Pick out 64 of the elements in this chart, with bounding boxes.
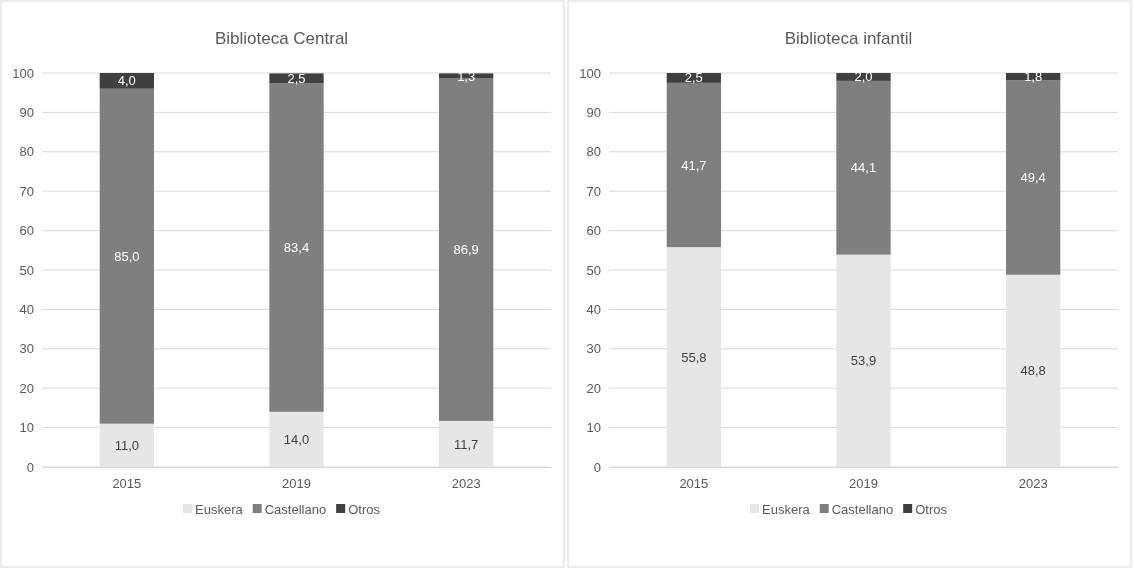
- legend-label: Otros: [915, 501, 948, 517]
- y-tick-label: 10: [19, 420, 34, 436]
- y-tick-label: 100: [12, 65, 34, 81]
- bar: [666, 247, 721, 467]
- data-label: 2,0: [854, 69, 873, 85]
- y-tick-label: 0: [26, 459, 34, 475]
- x-tick-label: 2019: [849, 476, 878, 492]
- data-label: 2,5: [287, 70, 306, 86]
- legend-label: Euskera: [195, 501, 244, 517]
- y-tick-label: 10: [586, 420, 601, 436]
- bar: [666, 82, 721, 248]
- y-tick-label: 40: [586, 302, 601, 318]
- chart-title: Biblioteca infantil: [784, 29, 913, 48]
- data-label: 11,7: [453, 436, 479, 452]
- x-tick-label: 2023: [1018, 476, 1048, 492]
- bar: [439, 420, 494, 467]
- y-tick-label: 60: [586, 223, 601, 239]
- y-tick-label: 70: [586, 183, 601, 199]
- data-label: 85,0: [114, 248, 140, 264]
- y-tick-label: 20: [19, 380, 34, 396]
- data-label: 1,8: [1024, 69, 1043, 85]
- y-tick-label: 30: [586, 341, 601, 357]
- data-label: 55,8: [681, 349, 707, 365]
- y-tick-label: 100: [579, 65, 601, 81]
- y-tick-label: 50: [586, 262, 601, 278]
- data-label: 83,4: [283, 240, 310, 256]
- y-tick-label: 40: [19, 302, 34, 318]
- legend-label: Otros: [348, 501, 381, 517]
- y-tick-label: 60: [19, 223, 34, 239]
- bar: [269, 411, 324, 467]
- x-tick-label: 2015: [112, 476, 142, 492]
- bar: [269, 83, 324, 412]
- x-tick-label: 2023: [451, 476, 481, 492]
- y-tick-label: 80: [19, 144, 34, 160]
- legend-label: Castellano: [831, 501, 894, 517]
- y-tick-label: 90: [19, 105, 34, 121]
- y-tick-label: 80: [586, 144, 601, 160]
- data-label: 1,3: [457, 68, 476, 84]
- data-label: 41,7: [681, 157, 707, 173]
- legend-label: Castellano: [264, 501, 327, 517]
- data-label: 49,4: [1020, 169, 1046, 185]
- y-tick-label: 90: [586, 105, 601, 121]
- y-tick-label: 50: [19, 262, 34, 278]
- x-tick-label: 2015: [679, 476, 709, 492]
- bar: [99, 423, 154, 467]
- bar: [836, 254, 891, 467]
- data-label: 4,0: [117, 73, 136, 89]
- data-label: 86,9: [453, 242, 479, 258]
- data-label: 53,9: [850, 353, 877, 369]
- legend-label: Euskera: [762, 501, 811, 517]
- y-tick-label: 30: [19, 341, 34, 357]
- y-tick-label: 70: [19, 183, 34, 199]
- data-label: 44,1: [850, 160, 877, 176]
- data-label: 11,0: [114, 437, 140, 453]
- bar: [99, 88, 154, 424]
- y-tick-label: 0: [593, 459, 601, 475]
- data-label: 48,8: [1020, 363, 1046, 379]
- bar: [1006, 274, 1061, 467]
- chart-title: Biblioteca Central: [214, 29, 349, 48]
- y-tick-label: 20: [586, 380, 601, 396]
- data-label: 2,5: [684, 70, 703, 86]
- data-label: 14,0: [283, 431, 310, 447]
- bar: [99, 73, 154, 89]
- x-tick-label: 2019: [282, 476, 311, 492]
